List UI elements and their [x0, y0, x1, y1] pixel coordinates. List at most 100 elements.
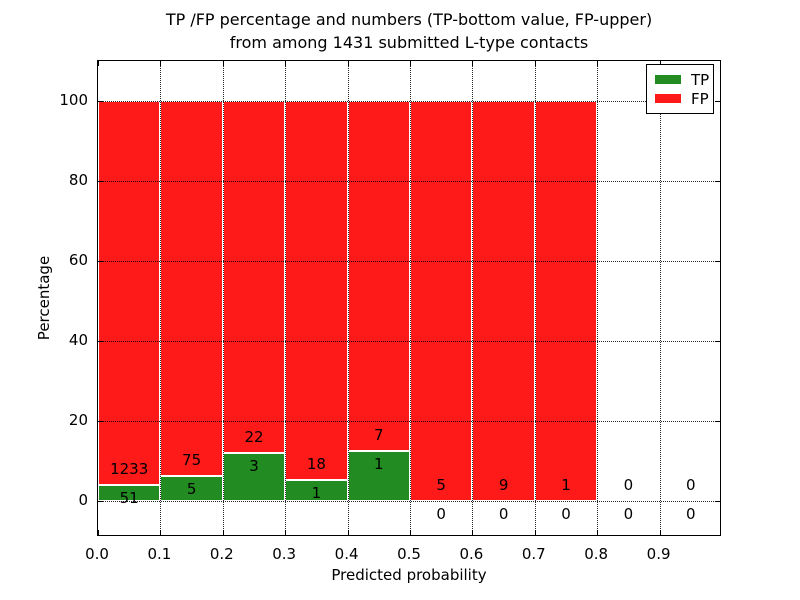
y-tick-mark: [98, 181, 103, 182]
gridline-horizontal: [98, 501, 720, 502]
legend-label-fp: FP: [691, 89, 709, 108]
bar-fp-segment: [222, 101, 286, 453]
y-tick-mark: [98, 261, 103, 262]
x-tick-mark: [534, 530, 536, 535]
tp-count-label: 0: [561, 504, 571, 523]
fp-count-label: 5: [436, 476, 446, 494]
x-tick-mark-top: [534, 61, 536, 66]
x-tick-mark: [472, 530, 474, 535]
bar-tp-segment: [98, 485, 161, 501]
bar-fp-segment: [285, 101, 348, 480]
x-tick-mark: [285, 530, 287, 535]
tp-count-label: 3: [249, 456, 259, 475]
x-tick-mark: [222, 530, 224, 535]
bar-fp-segment: [534, 101, 598, 501]
x-tick-mark-top: [160, 61, 162, 66]
gridline-vertical: [597, 61, 599, 535]
tp-count-label: 0: [498, 504, 509, 523]
gridline-vertical: [659, 61, 661, 535]
x-tick-label: 0.7: [521, 545, 546, 563]
x-tick-mark: [160, 530, 162, 535]
gridline-vertical: [472, 61, 474, 535]
y-tick-label: 40: [68, 331, 88, 349]
y-tick-mark-right: [715, 101, 720, 102]
gridline-vertical: [410, 61, 411, 535]
x-tick-mark: [410, 530, 411, 535]
fp-count-label: 75: [182, 451, 202, 469]
bar-fp-segment: [98, 101, 161, 486]
x-tick-label: 0.6: [459, 545, 484, 563]
legend-item-fp: FP: [654, 89, 713, 108]
x-tick-mark: [98, 530, 99, 535]
x-tick-label: 0.2: [209, 545, 234, 563]
tp-count-label: 5: [186, 479, 197, 498]
x-tick-label: 0.9: [646, 545, 671, 563]
y-tick-mark-right: [715, 341, 720, 342]
legend-swatch-fp-icon: [654, 93, 682, 104]
chart-title-line1: TP /FP percentage and numbers (TP-bottom…: [165, 10, 653, 29]
x-tick-mark-top: [472, 61, 474, 66]
y-tick-mark: [98, 501, 103, 502]
fp-count-label: 22: [244, 428, 264, 446]
gridline-horizontal: [98, 341, 720, 342]
y-tick-mark: [98, 101, 103, 102]
x-tick-label: 0.1: [147, 545, 172, 563]
gridline-horizontal: [98, 101, 720, 102]
tp-count-label: 0: [436, 504, 446, 523]
bar-tp-segment: [222, 453, 286, 501]
y-tick-mark: [98, 341, 103, 342]
bar-fp-segment: [160, 101, 223, 476]
x-tick-label: 0.4: [334, 545, 359, 563]
bar-tp-segment: [160, 476, 223, 501]
x-tick-label: 0.8: [584, 545, 609, 563]
fp-count-label: 1233: [110, 460, 149, 479]
bar-fp-segment: [347, 101, 410, 451]
x-tick-mark: [597, 530, 599, 535]
y-tick-mark-right: [715, 261, 720, 262]
x-tick-mark-top: [222, 61, 224, 66]
plot-area: TP FP 1233 51 75 5 22 3 18 1 7 1 5 0 9 0 1 0 0 0 0 0: [97, 60, 721, 536]
fp-count-label: 18: [306, 454, 326, 473]
gridline-vertical: [222, 61, 224, 535]
y-tick-label: 100: [59, 91, 88, 109]
tp-count-label: 1: [374, 454, 384, 473]
x-axis-label: Predicted probability: [331, 566, 487, 584]
legend: TP FP: [646, 64, 714, 114]
tp-count-label: 1: [311, 483, 322, 502]
y-tick-label: 60: [68, 251, 88, 269]
fp-count-label: 1: [561, 476, 571, 494]
fp-count-label: 0: [686, 476, 696, 494]
x-tick-mark-top: [659, 61, 661, 66]
gridline-horizontal: [98, 181, 720, 182]
gridline-horizontal: [98, 261, 720, 262]
x-tick-mark-top: [98, 61, 99, 66]
fp-count-label: 7: [374, 426, 384, 444]
x-tick-label: 0.0: [85, 545, 109, 563]
y-tick-label: 80: [68, 171, 88, 189]
y-tick-mark-right: [715, 421, 720, 422]
y-tick-mark: [98, 421, 103, 422]
x-tick-mark-top: [597, 61, 599, 66]
y-tick-label: 0: [78, 491, 88, 509]
legend-label-tp: TP: [691, 70, 710, 89]
x-tick-label: 0.5: [397, 545, 421, 563]
x-tick-mark: [659, 530, 661, 535]
fp-count-label: 0: [623, 476, 634, 494]
tp-count-label: 51: [119, 488, 139, 507]
x-tick-mark: [347, 530, 349, 535]
legend-swatch-tp-icon: [654, 74, 682, 85]
bar-fp-segment: [472, 101, 535, 501]
bar-tp-segment: [347, 451, 410, 501]
x-tick-mark-top: [285, 61, 287, 66]
y-tick-mark-right: [715, 181, 720, 182]
gridline-vertical: [534, 61, 536, 535]
gridline-vertical: [285, 61, 287, 535]
x-tick-label: 0.3: [272, 545, 297, 563]
chart-title-line2: from among 1431 submitted L-type contact…: [229, 33, 589, 52]
y-tick-label: 20: [68, 411, 88, 429]
x-tick-mark-top: [410, 61, 411, 66]
tp-count-label: 0: [623, 504, 634, 523]
bar-fp-segment: [410, 101, 473, 501]
gridline-vertical: [347, 61, 349, 535]
